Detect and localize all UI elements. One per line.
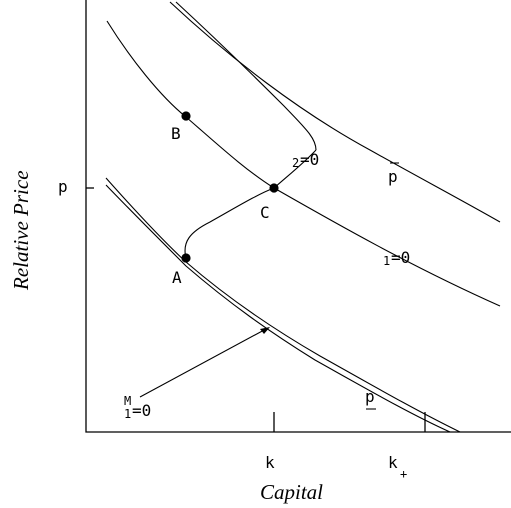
sector2-label-sub: 2 [292, 156, 299, 170]
lower-bound-curve-inner [105, 177, 461, 433]
point-b-label: B [171, 124, 181, 143]
axes-frame [85, 0, 511, 433]
point-c-label: C [260, 203, 270, 222]
x-tick-label-k: k [265, 453, 275, 472]
m1-label-sub: 1 [124, 407, 131, 421]
m1-locus-line [139, 328, 267, 398]
upper-bound-curve [169, 1, 501, 223]
x-axis-title: Capital [260, 480, 323, 504]
p-under-label: p [365, 387, 375, 406]
sector1-zero-locus [106, 20, 501, 307]
point-c-dot [269, 183, 279, 193]
sector2-zero-locus [175, 1, 317, 151]
point-b-dot [181, 111, 191, 121]
point-a-dot [181, 253, 191, 263]
x-tick-label-kplus-sub: + [400, 467, 407, 481]
lower-bound-curve-outer [105, 184, 451, 433]
sector2-label: =0 [300, 150, 319, 169]
adjustment-path [184, 149, 317, 259]
sector1-label-sub: 1 [383, 254, 390, 268]
sector1-label: =0 [391, 248, 410, 267]
m1-label: =0 [132, 401, 151, 420]
m1-label-top: M [124, 394, 131, 408]
m1-arrowhead [260, 327, 270, 334]
x-tick-label-kplus: k [388, 453, 398, 472]
point-a-label: A [172, 268, 182, 287]
y-axis-title: Relative Price [9, 170, 33, 291]
p-bar-label: p [388, 167, 398, 186]
y-tick-label: p [58, 177, 68, 196]
